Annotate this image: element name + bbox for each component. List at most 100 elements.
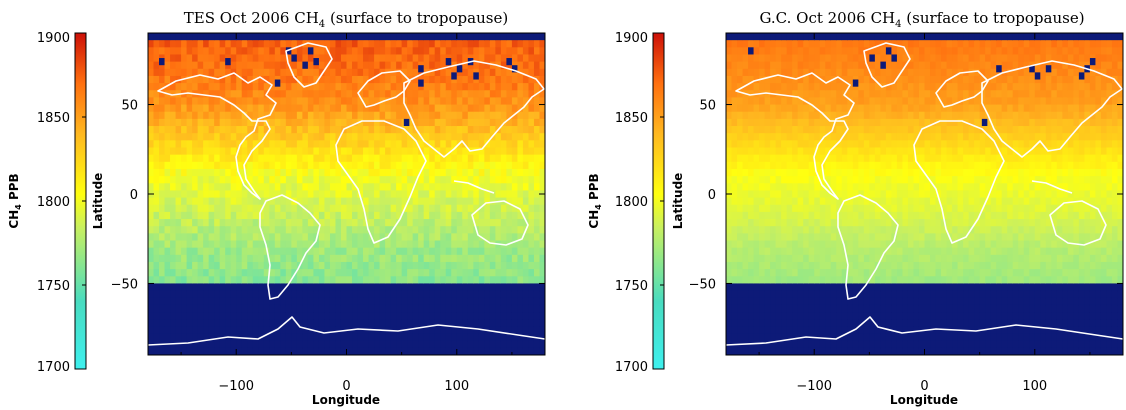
heatmap-cell [159, 347, 166, 355]
heatmap-cell [803, 154, 810, 163]
heatmap-cell [368, 68, 375, 77]
heatmap-cell [500, 75, 507, 84]
heatmap-cell [440, 83, 447, 91]
heatmap-cell [329, 254, 337, 263]
heatmap-cell [445, 183, 452, 192]
heatmap-cell [918, 340, 926, 349]
heatmap-cell [352, 197, 359, 206]
heatmap-cell [775, 219, 782, 227]
heatmap-cell [445, 111, 452, 120]
heatmap-cell [869, 183, 876, 192]
heatmap-cell [291, 226, 298, 234]
heatmap-cell [263, 83, 270, 91]
heatmap-cell [440, 111, 447, 120]
heatmap-cell [186, 247, 193, 256]
heatmap-cell [830, 233, 837, 242]
heatmap-cell [451, 90, 458, 98]
heatmap-cell [792, 347, 799, 355]
heatmap-cell [467, 154, 474, 163]
heatmap-cell [742, 290, 749, 299]
heatmap-cell [280, 233, 287, 242]
heatmap-cell [896, 276, 904, 285]
heatmap-cell [379, 33, 386, 41]
heatmap-cell [907, 283, 915, 292]
heatmap-cell [803, 176, 810, 184]
heatmap-cell [841, 204, 848, 213]
heatmap-cell [252, 126, 259, 134]
heatmap-cell [803, 47, 810, 56]
heatmap-cell [423, 61, 430, 70]
heatmap-cell [473, 190, 480, 199]
heatmap-cell [236, 254, 243, 263]
heatmap-cell [775, 340, 782, 349]
heatmap-cell [357, 154, 364, 163]
heatmap-cell [346, 283, 353, 292]
heatmap-cell [329, 54, 337, 63]
heatmap-cell [291, 211, 298, 220]
heatmap-cell [252, 283, 259, 292]
heatmap-cell [748, 261, 755, 270]
heatmap-cell [208, 283, 215, 292]
heatmap-cell [214, 240, 221, 249]
heatmap-cell [797, 83, 804, 91]
heatmap-cell [451, 326, 458, 335]
heatmap-cell [902, 75, 909, 84]
heatmap-cell [214, 269, 221, 277]
heatmap-cell [340, 97, 348, 106]
heatmap-cell [874, 54, 881, 63]
heatmap-cell [533, 190, 541, 199]
heatmap-cell [451, 226, 458, 234]
heatmap-cell [440, 333, 447, 342]
heatmap-cell [764, 247, 771, 256]
heatmap-cell [318, 240, 326, 249]
heatmap-cell [434, 40, 441, 48]
heatmap-cell [528, 90, 535, 98]
heatmap-cell [197, 283, 204, 292]
heatmap-cell [368, 312, 375, 320]
heatmap-cell [814, 47, 821, 56]
heatmap-cell [291, 190, 298, 199]
heatmap-cell [869, 133, 876, 141]
heatmap-cell [511, 176, 519, 184]
heatmap-cell [902, 211, 909, 220]
heatmap-cell [170, 61, 177, 70]
x-axis-label: Longitude [312, 393, 380, 407]
heatmap-cell [241, 219, 248, 227]
heatmap-cell [219, 68, 226, 77]
heatmap-cell [781, 254, 788, 263]
heatmap-cell [186, 147, 193, 156]
heatmap-cell [825, 233, 832, 242]
heatmap-cell [489, 190, 496, 199]
heatmap-cell [792, 33, 799, 41]
heatmap-cell [170, 133, 177, 141]
heatmap-cell [775, 333, 782, 342]
heatmap-cell [352, 154, 359, 163]
heatmap-cell [418, 168, 425, 177]
heatmap-cell [830, 269, 837, 277]
heatmap-cell [830, 154, 837, 163]
heatmap-cell [258, 304, 265, 313]
heatmap-cell [379, 297, 386, 306]
heatmap-cell [418, 183, 425, 192]
heatmap-cell [748, 254, 755, 263]
heatmap-cell [522, 33, 530, 41]
heatmap-cell [302, 90, 309, 98]
heatmap-cell [329, 283, 337, 292]
heatmap-cell [208, 347, 215, 355]
heatmap-cell [252, 54, 259, 63]
heatmap-cell [830, 90, 837, 98]
heatmap-cell [781, 261, 788, 270]
heatmap-cell [462, 176, 469, 184]
heatmap-cell [781, 54, 788, 63]
heatmap-cell [489, 97, 496, 106]
heatmap-cell [808, 312, 815, 320]
heatmap-cell [208, 240, 215, 249]
heatmap-cell [913, 33, 920, 41]
heatmap-cell [285, 319, 292, 327]
heatmap-cell [236, 90, 243, 98]
heatmap-cell [737, 161, 744, 170]
heatmap-cell [318, 83, 326, 91]
heatmap-cell [484, 211, 491, 220]
heatmap-cell [885, 75, 893, 84]
heatmap-cell [506, 261, 513, 270]
